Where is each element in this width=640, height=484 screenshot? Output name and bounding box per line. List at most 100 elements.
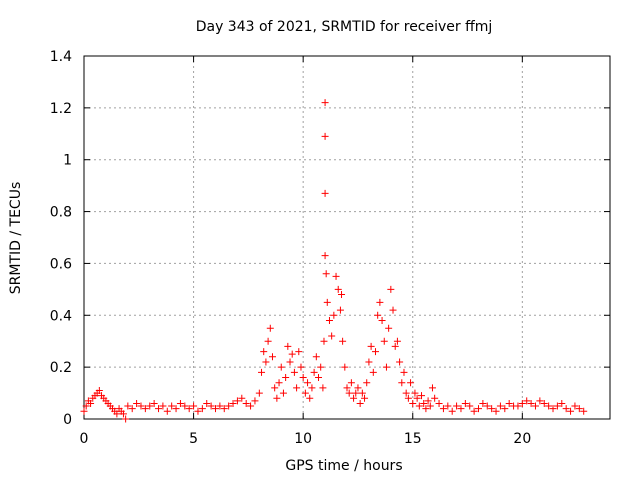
data-point (297, 363, 305, 371)
data-point (470, 407, 478, 415)
data-point (479, 399, 487, 407)
data-point (312, 353, 320, 361)
grid (84, 56, 610, 419)
data-point (345, 389, 353, 397)
data-point (393, 337, 401, 345)
data-point (233, 397, 241, 405)
data-point (580, 407, 588, 415)
data-point (293, 384, 301, 392)
data-point (176, 399, 184, 407)
data-point (424, 397, 432, 405)
data-point (242, 399, 250, 407)
data-point (453, 402, 461, 410)
data-point (475, 405, 482, 413)
y-tick-label: 0.2 (50, 360, 72, 376)
data-point (122, 415, 130, 423)
data-point (505, 399, 513, 407)
x-tick-label: 5 (189, 431, 198, 447)
data-point (321, 189, 329, 197)
data-point (315, 374, 323, 382)
data-point (404, 394, 412, 402)
data-point (216, 402, 224, 410)
data-point (536, 397, 544, 405)
data-point (540, 399, 548, 407)
data-point (332, 272, 340, 280)
data-point (518, 399, 526, 407)
data-point (356, 399, 364, 407)
data-point (567, 407, 575, 415)
data-point (146, 402, 154, 410)
data-point (488, 405, 496, 413)
data-point (262, 358, 270, 366)
data-point (258, 368, 266, 376)
data-point (422, 405, 430, 413)
data-point (413, 394, 421, 402)
data-point (330, 311, 338, 319)
data-point (321, 99, 329, 107)
y-tick-label: 1 (63, 153, 72, 169)
plot-frame (83, 55, 611, 420)
data-point (113, 410, 121, 418)
data-point (317, 363, 325, 371)
data-point (523, 397, 531, 405)
x-tick-label: 0 (80, 431, 89, 447)
data-point (466, 402, 474, 410)
data-point (194, 407, 202, 415)
x-tick-label: 10 (294, 431, 312, 447)
data-point (575, 405, 583, 413)
data-point (266, 324, 274, 332)
data-point (163, 407, 171, 415)
data-point (168, 402, 176, 410)
data-point (409, 399, 417, 407)
y-axis-label: SRMTID / TECUs (8, 182, 24, 295)
data-point (172, 405, 180, 413)
data-point (95, 386, 103, 394)
data-point (87, 399, 95, 407)
data-point (159, 402, 167, 410)
data-point (391, 342, 399, 350)
data-point (279, 389, 287, 397)
data-point (361, 394, 369, 402)
data-point (322, 270, 330, 278)
data-point (128, 405, 136, 413)
data-point (286, 358, 294, 366)
data-point (190, 402, 198, 410)
data-point (328, 332, 336, 340)
data-point (553, 402, 561, 410)
data-point (448, 407, 456, 415)
data-point (483, 402, 491, 410)
data-point (141, 405, 149, 413)
data-point (341, 363, 349, 371)
data-point (251, 397, 259, 405)
data-point (271, 384, 279, 392)
data-point (382, 363, 390, 371)
x-tick-label: 20 (513, 431, 531, 447)
data-point (396, 358, 404, 366)
data-point (415, 402, 423, 410)
data-point (275, 379, 283, 387)
axes: 0 5 10 15 20 0 0.2 0.4 0.6 0.8 1 1.2 1.4 (50, 49, 611, 447)
data-point (181, 402, 189, 410)
data-point (501, 405, 509, 413)
data-point (319, 384, 327, 392)
data-point (212, 405, 219, 413)
chart-title: Day 343 of 2021, SRMTID for receiver ffm… (196, 19, 493, 35)
data-point (369, 368, 377, 376)
data-point (378, 316, 386, 324)
data-point (411, 389, 419, 397)
y-tick-label: 0.4 (50, 308, 72, 324)
data-point (461, 399, 469, 407)
data-point (288, 350, 296, 358)
y-tick-label: 0.8 (50, 205, 72, 221)
y-tick-label: 1.2 (50, 101, 72, 117)
data-point (320, 337, 328, 345)
data-point (371, 348, 379, 356)
data-point (365, 358, 373, 366)
data-point (133, 399, 141, 407)
data-point (514, 402, 522, 410)
x-tick-label: 15 (404, 431, 422, 447)
data-point (343, 384, 351, 392)
data-point (185, 405, 193, 413)
data-point (321, 252, 329, 260)
